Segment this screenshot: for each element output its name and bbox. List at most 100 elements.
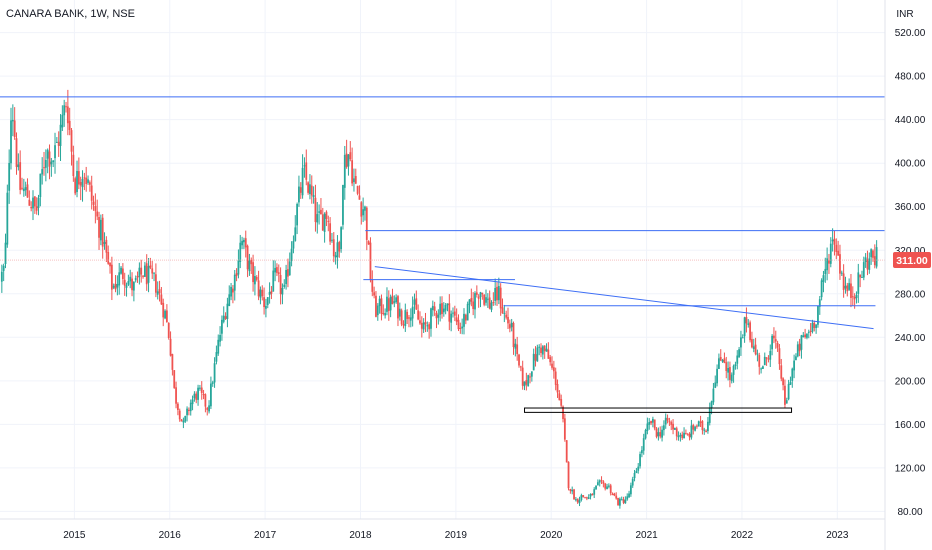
candle-body <box>43 167 45 169</box>
candle-body <box>345 153 348 168</box>
candle-body <box>861 276 863 278</box>
candle-body <box>485 297 487 303</box>
candle-body <box>409 317 412 321</box>
candle-body <box>145 263 148 285</box>
candle-body <box>551 363 553 368</box>
candle-body <box>736 355 739 364</box>
candle-body <box>776 342 779 348</box>
candle-body <box>437 314 440 318</box>
candle-body <box>635 471 638 474</box>
candle-body <box>481 292 484 295</box>
candle-body <box>618 498 621 506</box>
candle-body <box>582 495 585 498</box>
candle-body <box>356 185 359 194</box>
candle-body <box>496 286 498 301</box>
candle-body <box>549 357 552 363</box>
candle-body <box>512 322 515 348</box>
candle-body <box>320 209 322 215</box>
candle-body <box>448 303 451 322</box>
candle-body <box>76 170 78 193</box>
candle-body <box>37 197 40 208</box>
candle-body <box>672 423 674 430</box>
candle-body <box>732 365 735 375</box>
candle-body <box>657 432 660 437</box>
candle-body <box>705 430 707 433</box>
candle-body <box>52 160 55 163</box>
y-tick-label: 240.00 <box>895 333 926 344</box>
candle-body <box>79 182 82 186</box>
candle-body <box>558 393 561 401</box>
candle-body <box>842 273 845 290</box>
candle-body <box>576 498 579 503</box>
candle-body <box>232 288 234 293</box>
candle-body <box>580 495 583 500</box>
candle-body <box>433 306 436 311</box>
candle-body <box>763 356 766 366</box>
candle-body <box>312 195 315 198</box>
candle-body <box>88 182 91 185</box>
candle-body <box>15 138 18 167</box>
candle-body <box>446 303 449 306</box>
candle-body <box>39 173 42 198</box>
candle-body <box>164 310 166 319</box>
candle-body <box>129 276 132 282</box>
time-axis[interactable]: 2015 2016 2017 2018 2019 2020 2021 2022 2023 <box>63 530 849 541</box>
candle-body <box>718 358 720 369</box>
candle-body <box>596 482 599 486</box>
x-tick-label: 2019 <box>445 530 468 541</box>
candle-body <box>406 311 409 319</box>
candle-body <box>873 256 876 266</box>
candle-body <box>151 268 154 274</box>
candle-body <box>459 327 462 329</box>
candle-body <box>723 358 726 363</box>
candle-body <box>210 383 212 407</box>
candle-body <box>519 366 522 368</box>
candle-body <box>817 305 819 325</box>
candle-body <box>118 272 121 286</box>
candle-body <box>525 380 528 385</box>
candle-body <box>463 313 465 327</box>
candle-body <box>771 335 774 350</box>
candle-body <box>508 324 511 329</box>
candle-body <box>375 295 377 317</box>
candle-body <box>716 368 718 384</box>
candle-body <box>719 357 722 361</box>
candle-body <box>202 394 205 396</box>
candle-body <box>386 296 388 312</box>
last-price-badge: 311.00 <box>893 252 931 269</box>
candle-body <box>758 355 761 367</box>
candle-body <box>824 268 827 275</box>
price-axis[interactable]: 520.00 480.00 440.00 400.00 360.00 320.00 280.… <box>895 28 926 518</box>
candle-body <box>167 323 170 338</box>
candle-body <box>321 214 324 231</box>
candle-body <box>239 242 242 263</box>
candle-body <box>633 472 636 479</box>
candle-body <box>639 454 641 467</box>
candle-body <box>310 185 313 196</box>
candle-body <box>65 106 67 108</box>
candle-body <box>787 384 790 400</box>
candle-body <box>494 288 497 301</box>
candle-body <box>784 385 786 405</box>
candle-body <box>83 177 86 179</box>
candle-body <box>606 486 608 489</box>
candle-body <box>651 418 654 423</box>
candle-body <box>685 433 687 435</box>
candle-body <box>195 393 198 400</box>
candle-body <box>629 485 632 495</box>
candle-body <box>674 427 676 430</box>
candle-body <box>727 367 729 373</box>
candle-body <box>360 202 363 217</box>
candle-body <box>96 211 99 217</box>
candle-body <box>158 289 161 294</box>
candle-body <box>252 262 254 283</box>
candle-body <box>442 308 445 313</box>
candle-body <box>683 432 685 439</box>
candle-body <box>279 274 282 295</box>
candle-body <box>510 322 513 328</box>
candle-body <box>435 312 438 319</box>
candle-body <box>276 267 278 273</box>
candle-body <box>789 382 792 385</box>
candle-body <box>35 206 38 211</box>
